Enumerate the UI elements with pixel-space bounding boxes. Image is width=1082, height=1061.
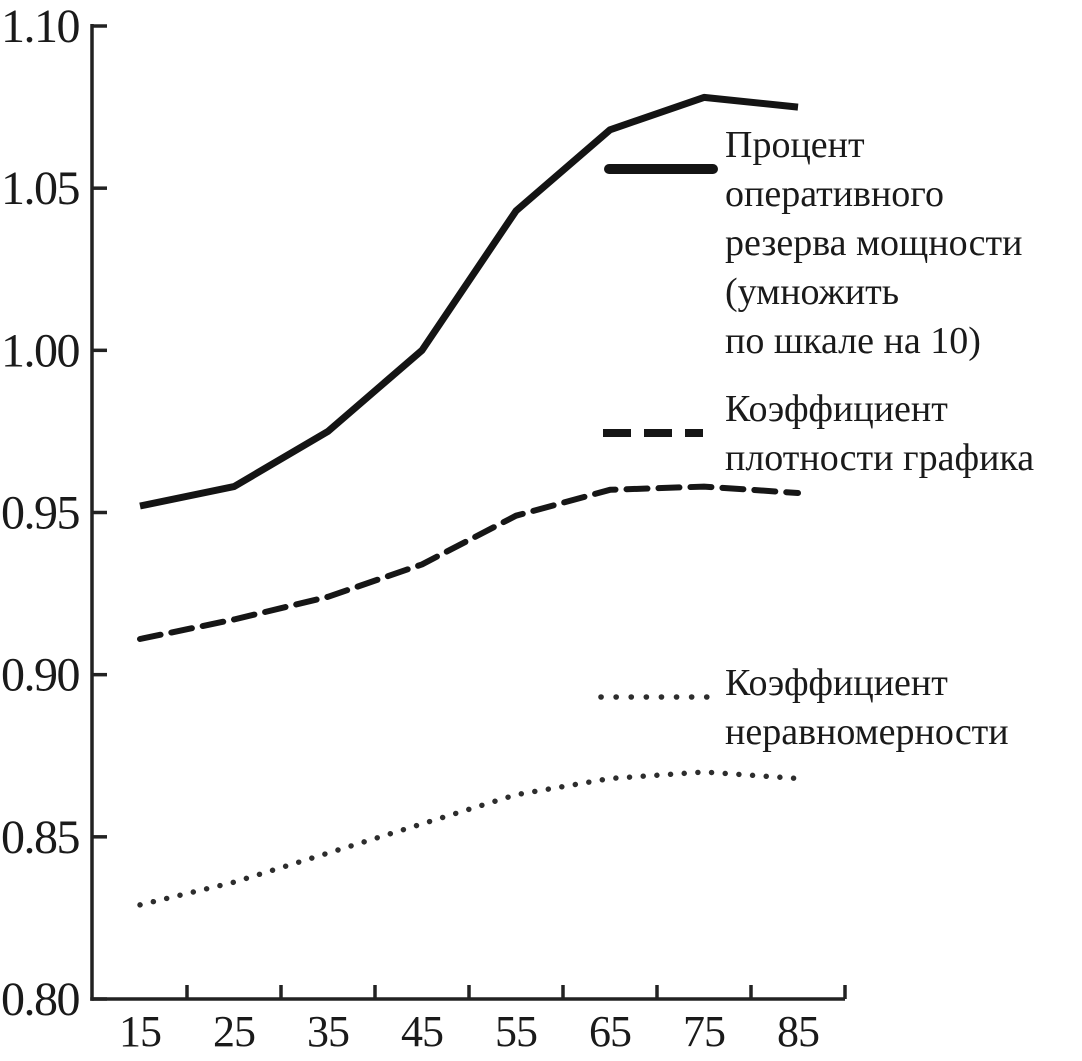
axes: 0.80 0.85 0.90 0.95 1.00 1.05 1.10 15 25 35 45 55 65…: [1, 0, 847, 1056]
x-tick-label: 35: [307, 1007, 349, 1056]
x-tick-label: 45: [401, 1007, 443, 1056]
y-tick-label: 1.10: [1, 0, 80, 53]
y-tick-label: 0.85: [1, 811, 80, 864]
y-tick-label: 1.00: [1, 324, 80, 377]
y-tick-label: 1.05: [1, 162, 80, 215]
legend-text-line: Коэффициент: [725, 388, 948, 430]
y-tick-label: 0.80: [1, 973, 80, 1026]
legend-text-line: резерва мощности: [725, 222, 1023, 264]
legend-text-line: Процент: [725, 124, 865, 166]
legend-text-line: оперативного: [725, 173, 944, 215]
legend-entry-unevenness-coefficient: Коэффициент неравномерности: [725, 659, 1009, 757]
legend-text-line: по шкале на 10): [725, 320, 981, 362]
x-tick-label: 25: [213, 1007, 255, 1056]
series-unevenness-coefficient-line: [137, 769, 801, 908]
x-tick-label: 55: [495, 1007, 537, 1056]
x-tick-label: 65: [589, 1007, 631, 1056]
legend-text-line: плотности графика: [725, 437, 1035, 479]
x-tick-label: 85: [777, 1007, 819, 1056]
legend-entry-operational-reserve: Процент оперативного резерва мощности (у…: [725, 121, 1022, 366]
x-tick-label: 75: [683, 1007, 725, 1056]
series-operational-reserve-line: [139, 93, 799, 510]
series-density-coefficient-line: [137, 483, 801, 642]
legend-text-line: неравномерности: [725, 711, 1009, 753]
legend-entry-density-coefficient: Коэффициент плотности графика: [725, 385, 1034, 483]
legend-text-line: (умножить: [725, 271, 900, 313]
y-tick-label: 0.90: [1, 649, 80, 702]
y-tick-label: 0.95: [1, 487, 80, 540]
x-tick-label: 15: [119, 1007, 161, 1056]
legend-text-line: Коэффициент: [725, 662, 948, 704]
